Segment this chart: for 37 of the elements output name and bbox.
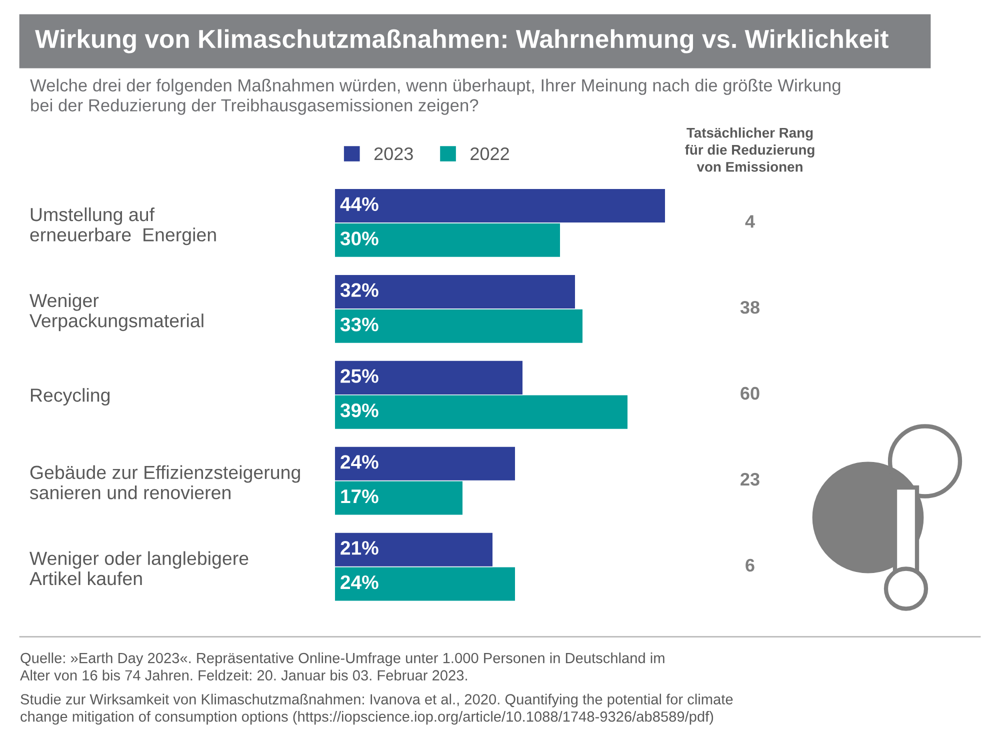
bar <box>335 532 492 566</box>
data-label: 32% <box>340 283 378 297</box>
text: 38 <box>740 300 760 314</box>
text: 23 <box>740 472 760 486</box>
y-tick-label: Weniger oder langlebigere Artikel kaufen <box>29 551 248 586</box>
source-note: Quelle: »Earth Day 2023«. Repräsentative Online-Umfrage unter 1.000 Personen in Deutschland im Alter von 16 bis 74 Jahren. Feldzeit: 20. Januar bis 03. Februar 2023. <box>20 652 664 681</box>
chart-title: Wirkung von Klimaschutzmaßnahmen: Wahrnehmung vs. Wirklichkeit <box>35 29 888 54</box>
y-tick-label: Gebäude zur Effizienzsteigerung sanieren und renovieren <box>30 465 300 500</box>
bar <box>335 481 462 515</box>
bar <box>335 395 628 429</box>
y-tick-label: Umstellung auf erneuerbare Energien <box>30 207 216 246</box>
data-label: 17% <box>341 490 378 504</box>
y-tick-label: Recycling <box>30 388 110 406</box>
bar <box>335 274 575 308</box>
data-label: 24% <box>340 575 378 590</box>
data-label: 24% <box>340 455 378 469</box>
bar <box>335 189 665 223</box>
y-tick-label: Weniger Verpackungsmaterial <box>30 293 204 332</box>
data-label: 25% <box>340 369 378 383</box>
data-label: 30% <box>340 232 378 246</box>
data-label: 33% <box>340 318 378 332</box>
chart-subtitle: Welche drei der folgenden Maßnahmen würden, wenn überhaupt, Ihrer Meinung nach die größte Wirkung bei der Reduzierung der Treibhausgasemissionen zeigen? <box>30 78 840 115</box>
data-label: 39% <box>340 404 378 418</box>
data-label: 21% <box>340 541 378 555</box>
legend-label: 2023 <box>374 147 413 160</box>
legend-label: 2022 <box>470 147 509 160</box>
text: Studie zur Wirksamkeit von Klimaschutzmaßnahmen: Ivanova et al., 2020. Quantifying the potential for climate change mitigation of consumption options (https://iopscience.iop.org/article/10.1088/1748-9326/ab8589/pdf) <box>20 694 733 725</box>
bar <box>335 360 522 394</box>
bar <box>335 309 582 343</box>
text: 60 <box>740 386 760 400</box>
text: Tatsächlicher Rang für die Reduzierung von Emissionen <box>685 128 814 172</box>
bar <box>335 567 515 601</box>
text: 6 <box>746 558 754 572</box>
data-label: 44% <box>340 197 378 211</box>
bar <box>335 223 560 257</box>
bar <box>335 446 515 480</box>
text: 4 <box>745 215 755 228</box>
